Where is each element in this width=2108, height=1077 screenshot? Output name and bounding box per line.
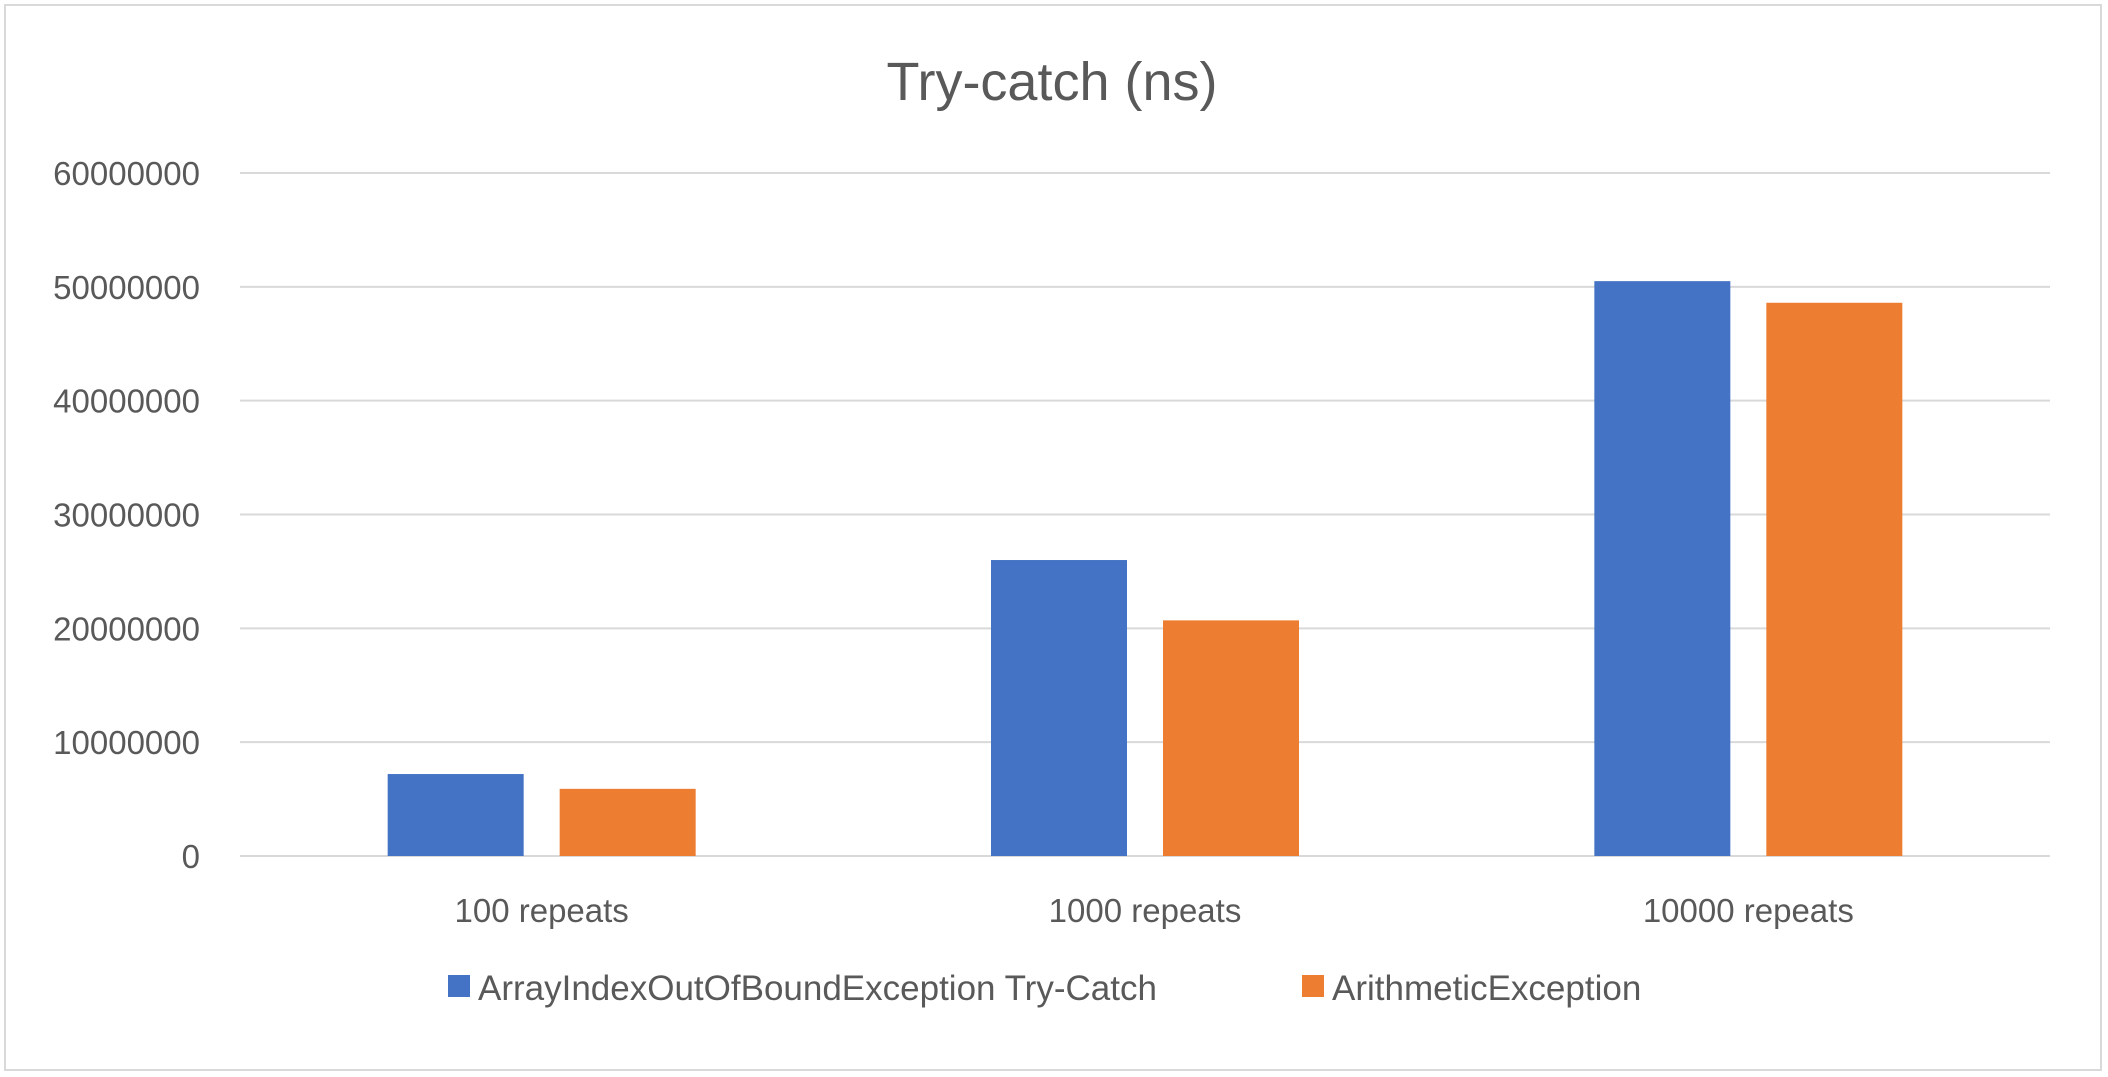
y-tick-label: 0 <box>182 838 200 875</box>
y-tick-label: 50000000 <box>53 269 200 306</box>
bar-arithmetic-2 <box>1766 302 1903 856</box>
bar-arrayindex-0 <box>387 774 524 856</box>
y-tick-label: 20000000 <box>53 610 200 647</box>
bar-arrayindex-2 <box>1594 281 1731 856</box>
y-tick-label: 40000000 <box>53 383 200 420</box>
bars <box>387 281 1903 856</box>
y-axis-ticks: 0 10000000 20000000 30000000 40000000 5000000… <box>53 155 200 875</box>
bar-arrayindex-1 <box>991 560 1127 856</box>
x-tick-label: 100 repeats <box>455 892 629 929</box>
chart-title: Try-catch (ns) <box>886 52 1217 112</box>
legend-swatch <box>448 975 470 997</box>
x-tick-label: 10000 repeats <box>1643 892 1854 929</box>
y-tick-label: 10000000 <box>53 724 200 761</box>
gridlines <box>240 172 2050 857</box>
y-tick-label: 30000000 <box>53 497 200 534</box>
legend-swatch <box>1302 975 1324 997</box>
legend-label: ArithmeticException <box>1332 969 1641 1008</box>
x-tick-label: 1000 repeats <box>1049 892 1242 929</box>
chart-frame <box>4 4 2102 1071</box>
y-tick-label: 60000000 <box>53 155 200 192</box>
legend: ArrayIndexOutOfBoundException Try-Catch A… <box>448 969 1641 1008</box>
bar-arithmetic-1 <box>1163 620 1299 856</box>
legend-label: ArrayIndexOutOfBoundException Try-Catch <box>478 969 1157 1008</box>
bar-arithmetic-0 <box>559 788 696 856</box>
x-axis-ticks: 100 repeats 1000 repeats 10000 repeats <box>455 892 1854 929</box>
